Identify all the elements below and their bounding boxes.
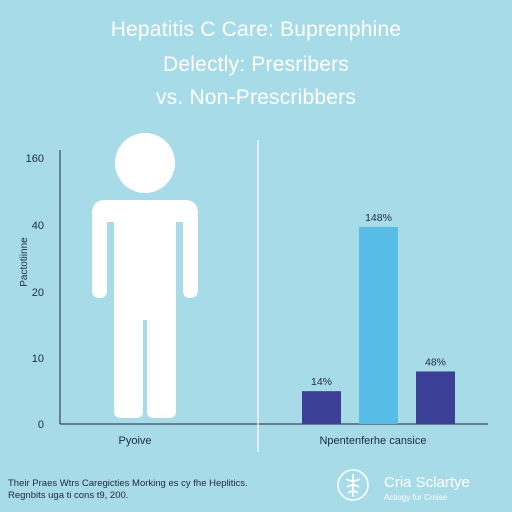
y-tick-label: 0 [38,419,44,431]
bar [359,227,398,424]
footer-source-line-1: Their Praes Wtrs Caregicties Morking es … [8,478,248,489]
y-axis-label: Pactotiinne [19,237,30,287]
chart-title-line-1: Hepatitis C Care: Buprenphine [110,18,402,41]
x-group-label: Npentenferhe cansice [319,435,426,447]
person-head [115,133,175,193]
bar-data-label: 148% [365,212,392,224]
chart-title-line-2: Delectly: Presribers [162,53,350,76]
footer-source-line-2: Regnbits uga ti cons t9, 200. [8,490,129,501]
caduceus-emblem-icon [337,469,369,501]
bar-data-label: 48% [425,356,446,368]
y-tick-label: 10 [32,353,44,365]
y-tick-label: 160 [26,153,44,165]
person-body [92,200,198,418]
chart-title-line-3: vs. Non-Prescribbers [155,86,357,109]
bar [302,391,341,424]
y-tick-label: 20 [32,287,44,299]
y-tick-label: 40 [32,220,44,232]
bar-data-label: 14% [311,376,332,388]
org-tagline: Actiogy fur Crnise [384,493,448,502]
x-group-label: Pyoive [118,435,151,447]
person-icon [92,133,198,418]
bar [416,371,455,424]
org-name: Cria Sclartye [384,474,470,491]
